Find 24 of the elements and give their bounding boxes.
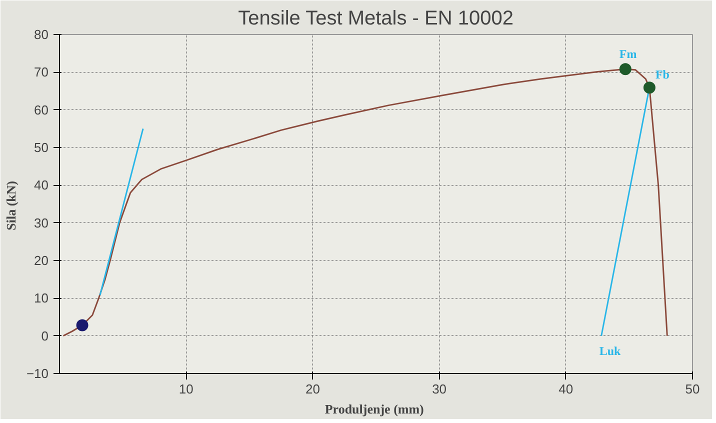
chart-title: Tensile Test Metals - EN 10002 bbox=[238, 8, 514, 30]
point bbox=[643, 82, 656, 94]
y-tick-label: 40 bbox=[34, 178, 49, 193]
x-axis-title: Produljenje (mm) bbox=[324, 402, 424, 416]
y-tick-label: 0 bbox=[41, 328, 49, 344]
annotation: Fb bbox=[655, 68, 670, 82]
x-tick-label: 20 bbox=[305, 382, 320, 396]
annotation: Fm bbox=[619, 47, 637, 62]
point bbox=[619, 63, 632, 76]
y-tick-label: 60 bbox=[34, 102, 49, 118]
y-tick-label: 20 bbox=[34, 253, 49, 268]
y-tick-label: −10 bbox=[26, 366, 49, 381]
y-tick-label: 30 bbox=[34, 215, 49, 230]
y-tick-label: 80 bbox=[34, 27, 49, 42]
annotation: Luk bbox=[599, 344, 622, 358]
x-tick-label: 50 bbox=[685, 382, 700, 396]
x-tick-label: 10 bbox=[178, 382, 194, 396]
x-tick-label: 30 bbox=[432, 382, 447, 396]
y-axis-title: Sila (kN) bbox=[3, 180, 18, 230]
y-tick-label: 10 bbox=[34, 290, 49, 306]
x-tick-label: 40 bbox=[558, 382, 574, 396]
point bbox=[76, 319, 88, 332]
y-tick-label: 50 bbox=[34, 140, 49, 155]
y-tick-label: 70 bbox=[34, 64, 49, 80]
